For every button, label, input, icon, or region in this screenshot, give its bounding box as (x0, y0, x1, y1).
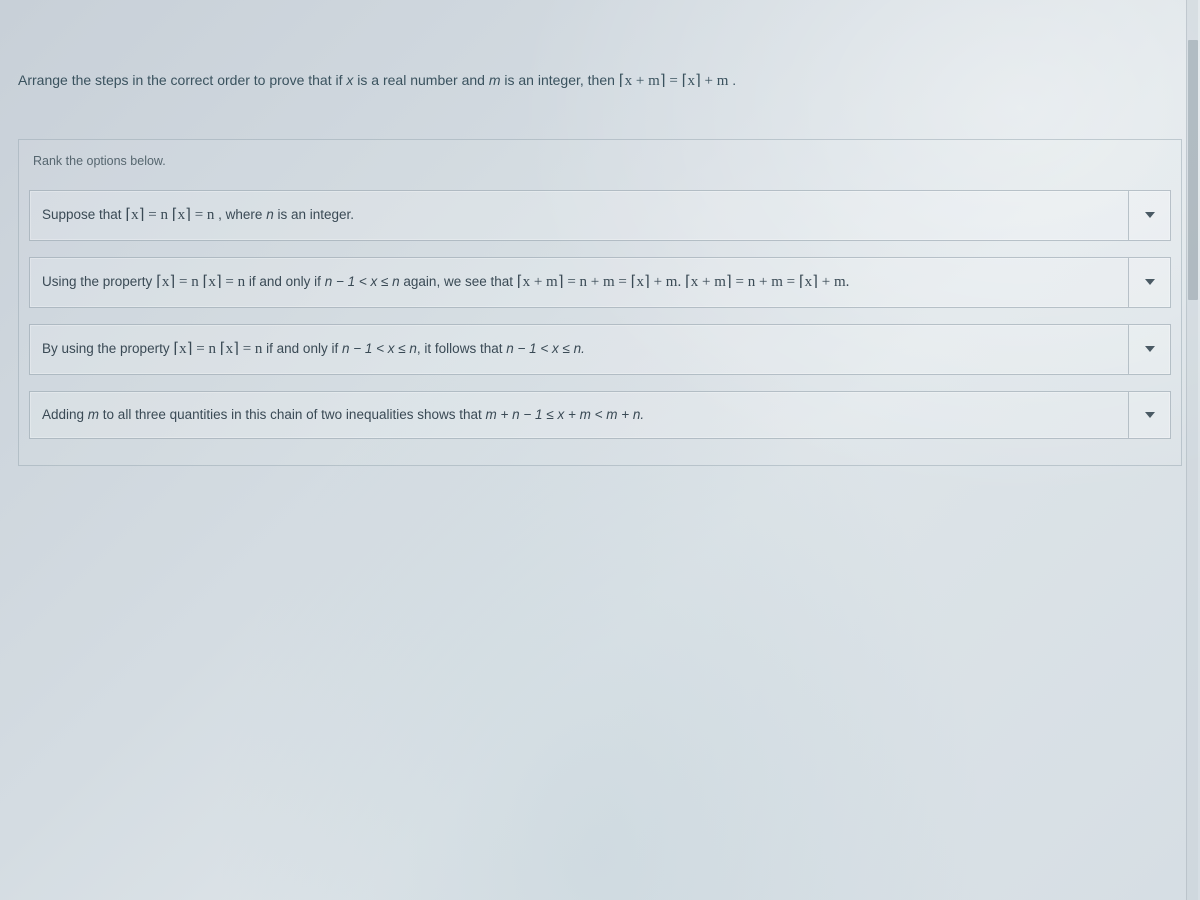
option-inequality: m + n − 1 ≤ x + m < m + n. (486, 407, 645, 422)
chevron-down-icon (1145, 412, 1155, 418)
prompt-text: is an integer, then (500, 72, 618, 88)
rank-dropdown[interactable] (1128, 258, 1170, 307)
option-text: By using the property ⌈x⌉ = n ⌈x⌉ = n if… (30, 325, 1128, 374)
var-n: n (266, 207, 274, 222)
question-container: Arrange the steps in the correct order t… (0, 0, 1200, 466)
prompt-text: Arrange the steps in the correct order t… (18, 72, 346, 88)
option-text-fragment: Using the property (42, 274, 156, 289)
option-text-fragment: again, we see that (400, 274, 517, 289)
option-text: Suppose that ⌈x⌉ = n ⌈x⌉ = n , where n i… (30, 191, 1128, 240)
option-text: Using the property ⌈x⌉ = n ⌈x⌉ = n if an… (30, 258, 1128, 307)
rank-section: Rank the options below. Suppose that ⌈x⌉… (18, 139, 1182, 467)
prompt-text: . (728, 72, 736, 88)
rank-option[interactable]: Using the property ⌈x⌉ = n ⌈x⌉ = n if an… (29, 257, 1171, 308)
question-prompt: Arrange the steps in the correct order t… (18, 70, 1182, 93)
rank-option[interactable]: By using the property ⌈x⌉ = n ⌈x⌉ = n if… (29, 324, 1171, 375)
chevron-down-icon (1145, 212, 1155, 218)
var-m: m (88, 407, 99, 422)
option-text-fragment: , it follows that (417, 341, 506, 356)
option-text-fragment: Suppose that (42, 207, 125, 222)
option-text-fragment: if and only if (245, 274, 325, 289)
vertical-scrollbar[interactable] (1186, 0, 1198, 900)
option-text-fragment: Adding (42, 407, 88, 422)
rank-option[interactable]: Adding m to all three quantities in this… (29, 391, 1171, 440)
option-text-fragment: By using the property (42, 341, 173, 356)
chevron-down-icon (1145, 346, 1155, 352)
option-math: ⌈x⌉ = n ⌈x⌉ = n (125, 207, 214, 223)
option-math: ⌈x + m⌉ = n + m = ⌈x⌉ + m. ⌈x + m⌉ = n +… (517, 274, 850, 290)
option-math: ⌈x⌉ = n ⌈x⌉ = n (173, 341, 262, 357)
rank-dropdown[interactable] (1128, 392, 1170, 439)
var-m: m (489, 72, 501, 88)
chevron-down-icon (1145, 279, 1155, 285)
option-text-fragment: , where (214, 207, 266, 222)
option-condition: n − 1 < x ≤ n (325, 274, 400, 289)
option-math: ⌈x⌉ = n ⌈x⌉ = n (156, 274, 245, 290)
option-text-fragment: if and only if (262, 341, 342, 356)
scrollbar-thumb[interactable] (1188, 40, 1198, 300)
option-text-fragment: to all three quantities in this chain of… (99, 407, 485, 422)
option-text: Adding m to all three quantities in this… (30, 392, 1128, 439)
option-condition: n − 1 < x ≤ n (342, 341, 417, 356)
rank-dropdown[interactable] (1128, 325, 1170, 374)
prompt-equation: ⌈x + m⌉ = ⌈x⌉ + m (619, 73, 729, 89)
option-text-fragment: is an integer. (274, 207, 354, 222)
rank-option[interactable]: Suppose that ⌈x⌉ = n ⌈x⌉ = n , where n i… (29, 190, 1171, 241)
prompt-text: is a real number and (353, 72, 488, 88)
rank-dropdown[interactable] (1128, 191, 1170, 240)
option-conclusion: n − 1 < x ≤ n. (506, 341, 585, 356)
rank-label: Rank the options below. (29, 154, 1171, 168)
